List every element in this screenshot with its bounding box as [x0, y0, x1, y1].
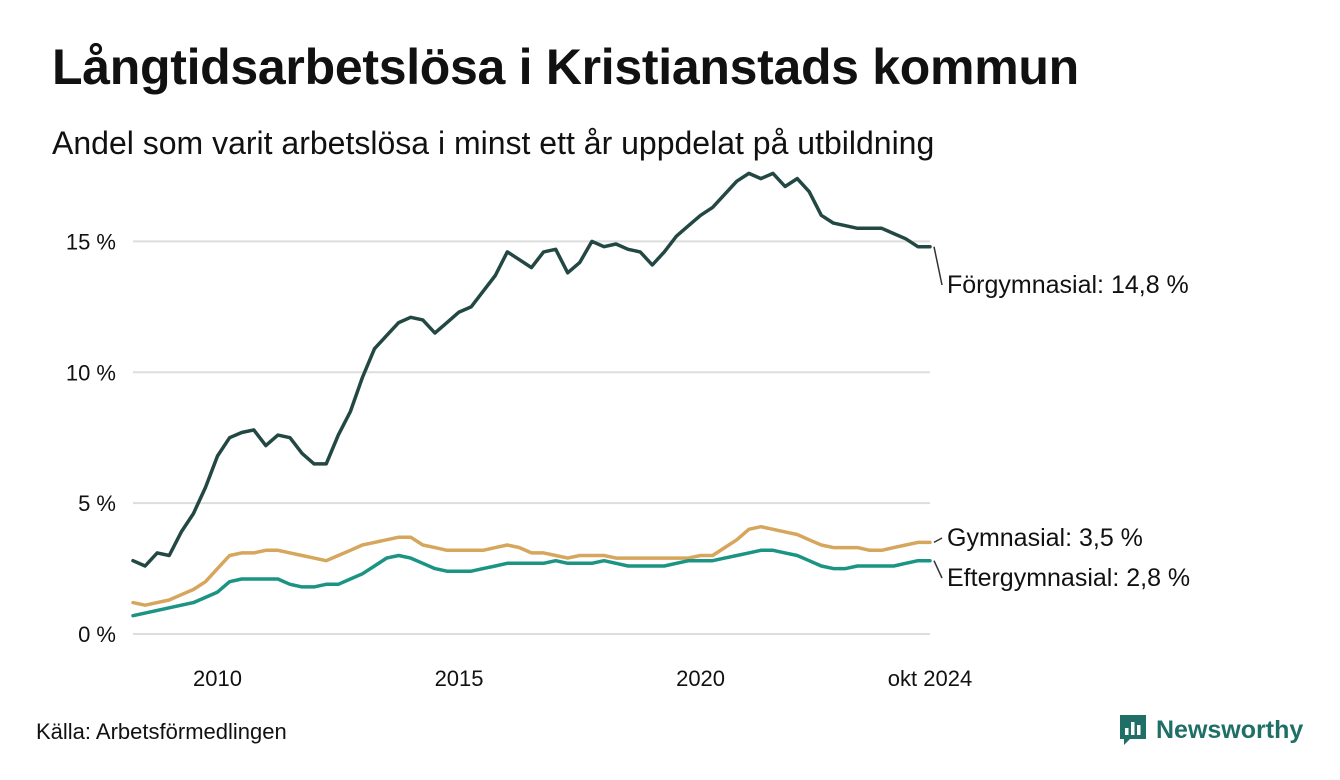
end-label-forgymnasial: Förgymnasial: 14,8 %	[947, 271, 1189, 299]
y-tick-label: 5 %	[78, 491, 116, 516]
end-label-eftergymnasial: Eftergymnasial: 2,8 %	[947, 564, 1190, 592]
x-tick-label: 2010	[193, 666, 242, 691]
x-axis-ticks: 2010 2015 2020 okt 2024	[193, 666, 972, 691]
series-line-forgymnasial	[131, 171, 932, 568]
y-axis-ticks: 0 % 5 % 10 % 15 %	[66, 229, 116, 647]
y-tick-label: 15 %	[66, 229, 116, 254]
x-tick-label: 2015	[435, 666, 484, 691]
series-line-gymnasial	[131, 524, 932, 607]
chart-title: Långtidsarbetslösa i Kristianstads kommu…	[52, 39, 1079, 95]
y-tick-label: 0 %	[78, 622, 116, 647]
x-tick-label: 2020	[676, 666, 725, 691]
series-line-eftergymnasial	[131, 548, 932, 618]
source-note: Källa: Arbetsförmedlingen	[36, 719, 287, 744]
end-label-leader-forgymnasial	[933, 246, 943, 286]
brand-chart-icon	[1120, 715, 1146, 745]
gridlines	[133, 240, 930, 635]
brand-logo: Newsworthy	[1118, 712, 1303, 748]
chart-subtitle: Andel som varit arbetslösa i minst ett å…	[52, 125, 935, 161]
end-labels: Förgymnasial: 14,8 % Gymnasial: 3,5 % Efte…	[933, 246, 1190, 592]
series-lines	[131, 171, 932, 618]
end-label-leader-gymnasial	[933, 537, 943, 544]
y-tick-label: 10 %	[66, 360, 116, 385]
end-label-leader-eftergymnasial	[933, 560, 943, 579]
brand-name: Newsworthy	[1156, 715, 1304, 744]
end-label-gymnasial: Gymnasial: 3,5 %	[947, 524, 1143, 552]
x-tick-label: okt 2024	[888, 666, 972, 691]
